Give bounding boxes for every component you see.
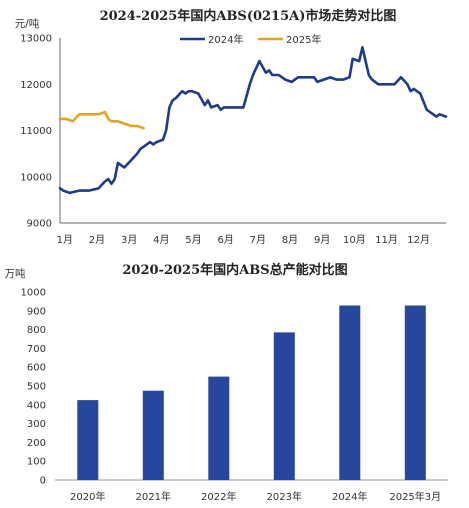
x-tick-label: 2021年	[136, 490, 171, 503]
y-tick-label: 10000	[20, 172, 52, 183]
x-tick-label: 2025年3月	[389, 490, 441, 503]
x-tick-label: 8月	[282, 234, 298, 246]
y-tick-label: 100	[27, 457, 46, 468]
x-tick-label: 4月	[153, 234, 169, 246]
bar	[77, 400, 99, 480]
bar	[142, 390, 164, 480]
x-tick-label: 1月	[57, 234, 73, 246]
y-tick-label: 1000	[21, 288, 46, 299]
x-tick-label: 2023年	[267, 490, 302, 503]
x-tick-label: 5月	[185, 234, 201, 246]
x-tick-label: 11月	[375, 234, 398, 246]
y-tick-label: 600	[27, 363, 46, 374]
x-tick-label: 3月	[121, 234, 137, 246]
bar	[273, 332, 295, 480]
bar-chart-ylabel: 万吨	[5, 267, 26, 280]
y-tick-label: 13000	[20, 34, 52, 45]
y-tick-label: 12000	[20, 80, 52, 91]
bar	[404, 305, 426, 480]
bar	[339, 305, 361, 480]
x-tick-label: 2020年	[70, 490, 105, 503]
y-tick-label: 800	[27, 325, 46, 336]
price-trend-chart: 2024-2025年国内ABS(0215A)市场走势对比图 元/吨 13000 1…	[15, 8, 448, 246]
x-tick-label: 6月	[217, 234, 233, 246]
y-tick-label: 400	[27, 400, 46, 411]
x-tick-label: 9月	[314, 234, 330, 246]
y-tick-label: 300	[27, 419, 46, 430]
legend-label: 2025年	[286, 33, 321, 46]
bar-chart-title: 2020-2025年国内ABS总产能对比图	[122, 262, 347, 278]
line-chart-ylabel: 元/吨	[15, 17, 40, 30]
y-tick-label: 11000	[20, 126, 52, 137]
y-tick-label: 200	[27, 438, 46, 449]
bar	[208, 376, 230, 480]
x-tick-label: 7月	[250, 234, 266, 246]
x-tick-label: 2022年	[201, 490, 236, 503]
series-line-2025	[58, 110, 145, 130]
y-tick-label: 700	[27, 344, 46, 355]
x-tick-label: 10月	[343, 234, 366, 246]
capacity-bar-chart: 2020-2025年国内ABS总产能对比图 万吨 100090080070060…	[5, 262, 448, 503]
x-tick-label: 12月	[407, 234, 430, 246]
y-tick-label: 500	[27, 382, 46, 393]
y-tick-label: 900	[27, 306, 46, 317]
y-tick-label: 9000	[27, 219, 52, 230]
legend-label: 2024年	[208, 33, 243, 46]
line-chart-title: 2024-2025年国内ABS(0215A)市场走势对比图	[100, 8, 397, 24]
series-line-2024	[58, 45, 448, 195]
x-tick-label: 2024年	[332, 490, 367, 503]
x-tick-label: 2月	[89, 234, 105, 246]
y-tick-label: 0	[40, 476, 46, 487]
